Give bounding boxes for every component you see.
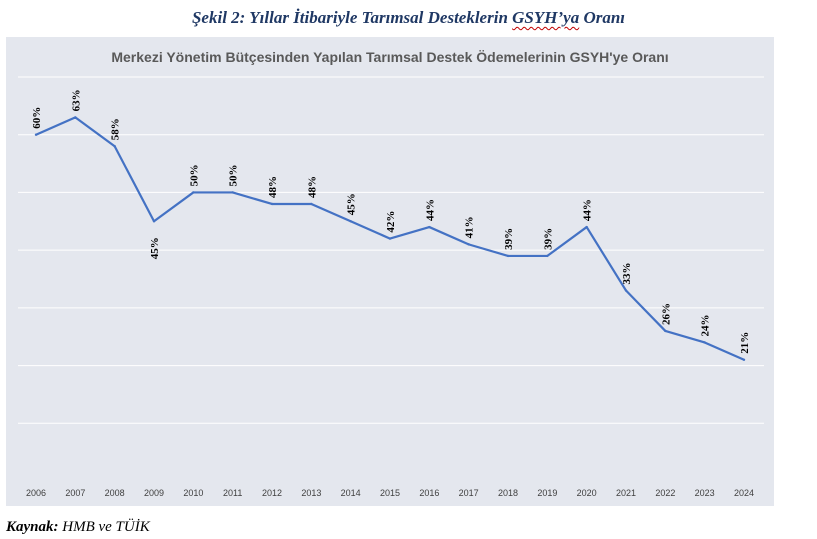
data-label: 39% <box>542 228 554 250</box>
data-point <box>664 329 667 333</box>
caption-flagged-word: GSYH’ya <box>512 8 580 27</box>
x-tick-label: 2020 <box>577 488 597 498</box>
data-point <box>624 289 628 292</box>
data-point <box>742 358 746 361</box>
data-point <box>34 133 38 136</box>
data-point <box>74 116 77 119</box>
data-label: 45% <box>346 193 358 215</box>
data-label: 45% <box>149 237 161 259</box>
x-axis-tick-labels: 2006 2007 2008 2009 2010 2011 2012 2013 2014 2015… <box>26 488 754 498</box>
data-label: 26% <box>660 303 672 325</box>
data-point <box>231 191 234 194</box>
source-text: HMB ve TÜİK <box>62 519 150 535</box>
data-point <box>113 145 116 148</box>
x-tick-label: 2013 <box>301 488 321 498</box>
data-point <box>192 191 195 194</box>
data-label: 50% <box>228 164 240 186</box>
line-chart: Merkezi Yönetim Bütçesinden Yapılan Tarı… <box>18 49 764 498</box>
x-tick-label: 2016 <box>419 488 439 498</box>
x-tick-label: 2009 <box>144 488 164 498</box>
x-tick-label: 2006 <box>26 488 46 498</box>
data-label: 33% <box>621 263 633 285</box>
chart-panel: Merkezi Yönetim Bütçesinden Yapılan Tarı… <box>6 37 774 506</box>
source-label: Kaynak: <box>6 519 59 535</box>
data-point <box>585 225 588 229</box>
data-label: 60% <box>31 107 43 129</box>
data-point <box>467 243 470 246</box>
source-note: Kaynak: HMB ve TÜİK <box>6 519 150 536</box>
data-label: 50% <box>188 164 200 186</box>
data-point <box>270 202 274 206</box>
data-point <box>506 254 510 258</box>
data-label: 41% <box>464 216 476 238</box>
data-label: 48% <box>306 176 318 198</box>
caption-prefix: Şekil 2: Yıllar İtibariyle Tarımsal Dest… <box>191 8 513 27</box>
x-tick-label: 2014 <box>341 488 361 498</box>
data-point <box>428 225 431 229</box>
data-point <box>546 254 549 258</box>
x-tick-label: 2023 <box>695 488 715 498</box>
x-tick-label: 2012 <box>262 488 282 498</box>
data-label: 58% <box>110 118 122 140</box>
caption-suffix: Oranı <box>579 8 626 27</box>
data-label: 21% <box>739 332 751 354</box>
x-tick-label: 2022 <box>655 488 675 498</box>
x-tick-label: 2021 <box>616 488 636 498</box>
data-point <box>703 341 706 344</box>
data-point <box>152 220 156 223</box>
data-label: 24% <box>700 314 712 336</box>
data-label: 44% <box>582 199 594 221</box>
data-label: 44% <box>424 199 436 221</box>
x-tick-label: 2011 <box>223 488 242 498</box>
x-tick-label: 2015 <box>380 488 400 498</box>
x-tick-label: 2008 <box>105 488 125 498</box>
data-point <box>388 237 392 240</box>
data-point <box>310 202 313 206</box>
data-label: 39% <box>503 228 515 250</box>
data-label: 63% <box>70 89 82 111</box>
chart-title: Merkezi Yönetim Bütçesinden Yapılan Tarı… <box>111 49 668 65</box>
x-tick-label: 2010 <box>183 488 203 498</box>
data-label: 42% <box>385 211 397 233</box>
data-label: 48% <box>267 176 279 198</box>
x-tick-label: 2018 <box>498 488 518 498</box>
figure-caption: Şekil 2: Yıllar İtibariyle Tarımsal Dest… <box>0 8 817 28</box>
x-tick-label: 2007 <box>65 488 85 498</box>
gridlines <box>18 76 764 424</box>
x-tick-label: 2024 <box>734 488 754 498</box>
data-point <box>349 220 352 223</box>
data-labels: 60% 63% 58% 45% 50% 50% 48% 48% 45% 42% 44% 41% 39% 3… <box>31 89 751 361</box>
x-tick-label: 2017 <box>459 488 479 498</box>
x-tick-label: 2019 <box>537 488 557 498</box>
